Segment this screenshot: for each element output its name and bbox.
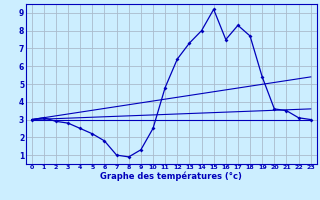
X-axis label: Graphe des températures (°c): Graphe des températures (°c) xyxy=(100,172,242,181)
